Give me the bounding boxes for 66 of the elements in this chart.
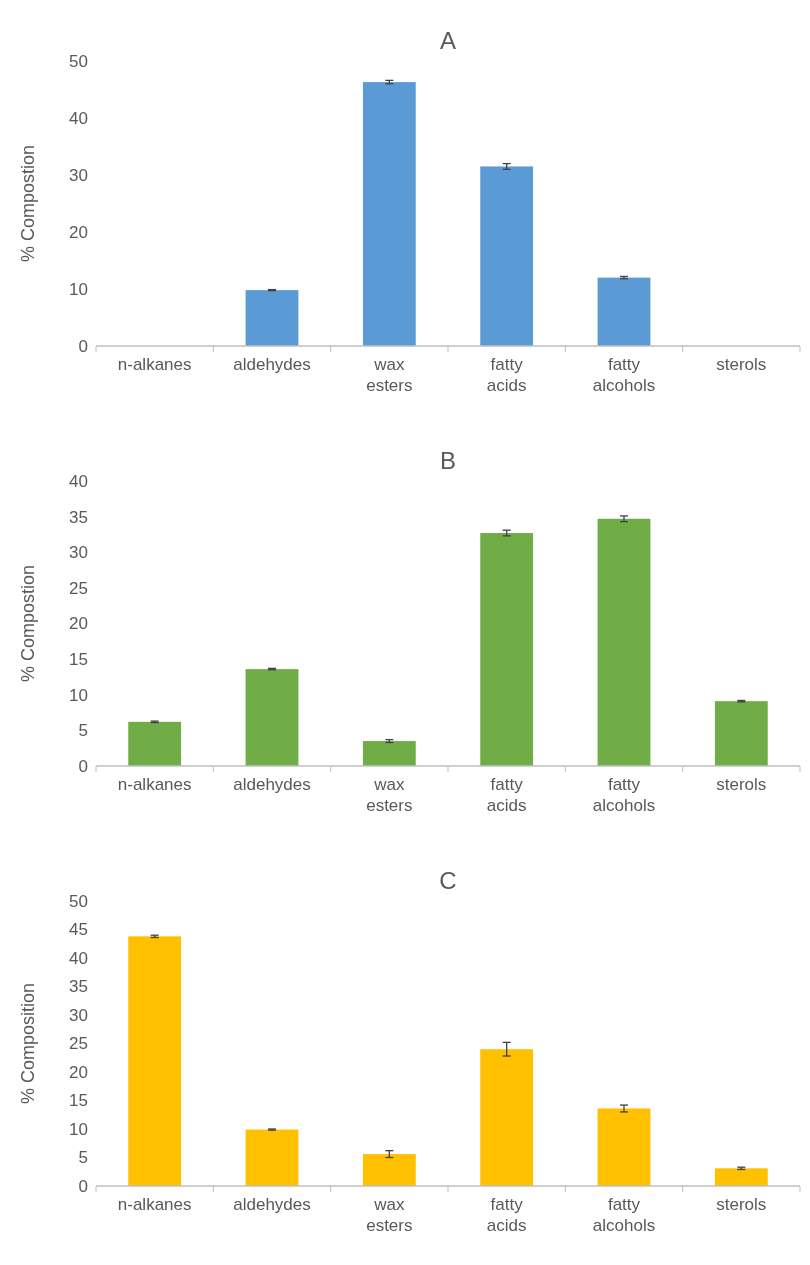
x-tick-label: aldehydes [233, 355, 311, 374]
bar [714, 1168, 768, 1186]
bar [245, 669, 299, 766]
y-axis-title: % Compostion [18, 564, 38, 683]
y-tick-label: 10 [69, 1119, 88, 1139]
bar [597, 1108, 651, 1186]
y-tick-label: 30 [69, 1005, 88, 1025]
x-tick-label: n-alkanes [117, 355, 192, 374]
bar [245, 1129, 299, 1186]
bar [597, 277, 651, 346]
bar [128, 721, 182, 766]
y-tick-label: 25 [69, 578, 88, 598]
y-tick-label: 15 [69, 1091, 88, 1111]
x-tick-label: sterols [716, 1195, 767, 1214]
y-tick-label: 35 [69, 507, 88, 527]
x-tick-label: sterols [716, 355, 767, 374]
x-tick-label: n-alkanes [117, 775, 192, 794]
y-tick-label: 0 [78, 756, 88, 776]
y-tick-label: 0 [78, 1176, 88, 1196]
bar [128, 936, 182, 1186]
x-tick-label: wax esters [366, 1195, 413, 1235]
bar [362, 741, 416, 766]
y-tick-label: 25 [69, 1034, 88, 1054]
bar [362, 82, 416, 346]
y-tick-label: 10 [69, 685, 88, 705]
chart-title: C [439, 867, 457, 894]
y-tick-label: 0 [78, 336, 88, 356]
y-tick-label: 45 [69, 920, 88, 940]
y-tick-label: 40 [69, 471, 88, 491]
y-tick-label: 35 [69, 977, 88, 997]
x-tick-label: n-alkanes [117, 1195, 192, 1214]
y-tick-label: 40 [69, 948, 88, 968]
y-axis-title: % Composition [18, 982, 38, 1105]
bar [714, 701, 768, 766]
x-tick-label: wax esters [366, 775, 413, 815]
x-tick-label: fatty alcohols [592, 775, 656, 815]
y-tick-label: 5 [78, 1148, 88, 1168]
y-tick-label: 50 [69, 51, 88, 71]
y-tick-label: 50 [69, 891, 88, 911]
x-tick-label: aldehydes [233, 1195, 311, 1214]
bar [480, 1049, 534, 1186]
y-tick-label: 20 [69, 222, 88, 242]
y-tick-label: 20 [69, 614, 88, 634]
y-tick-label: 30 [69, 543, 88, 563]
y-axis-title: % Compostion [18, 144, 38, 263]
x-tick-label: fatty acids [486, 1195, 527, 1235]
y-tick-label: 20 [69, 1062, 88, 1082]
chart-title: B [439, 447, 457, 474]
bar [362, 1154, 416, 1186]
y-tick-label: 40 [69, 108, 88, 128]
y-tick-label: 15 [69, 650, 88, 670]
x-tick-label: fatty acids [486, 355, 527, 395]
bar [597, 518, 651, 766]
x-tick-label: fatty alcohols [592, 355, 656, 395]
x-tick-label: fatty alcohols [592, 1195, 656, 1235]
y-tick-label: 5 [78, 721, 88, 741]
y-tick-label: 30 [69, 165, 88, 185]
x-tick-label: fatty acids [486, 775, 527, 815]
y-tick-label: 10 [69, 279, 88, 299]
bar [480, 533, 534, 766]
bar [480, 166, 534, 346]
chart-title: A [439, 27, 457, 54]
x-tick-label: aldehydes [233, 775, 311, 794]
x-tick-label: wax esters [366, 355, 413, 395]
x-tick-label: sterols [716, 775, 767, 794]
bar [245, 290, 299, 346]
